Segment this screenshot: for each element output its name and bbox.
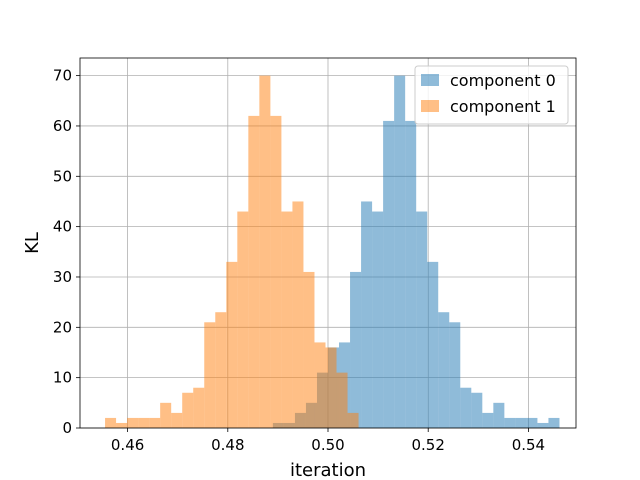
histogram-bar: [138, 417, 150, 428]
x-tick-label: 0.46: [111, 436, 144, 454]
y-tick-label: 10: [53, 369, 72, 387]
histogram-bar: [405, 120, 417, 428]
histogram-bar: [493, 402, 505, 428]
legend-swatch: [421, 74, 439, 86]
histogram-bar: [438, 312, 450, 428]
histogram-bar: [350, 271, 362, 428]
histogram-bar: [281, 211, 293, 428]
y-tick-label: 40: [53, 218, 72, 236]
histogram-bar: [526, 417, 538, 428]
histogram-bar: [336, 372, 348, 428]
histogram-bar: [471, 392, 483, 428]
histogram-bar: [204, 322, 216, 428]
histogram-bar: [226, 261, 238, 428]
y-tick-label: 30: [53, 268, 72, 286]
histogram-bar: [303, 271, 315, 428]
histogram-bar: [127, 417, 139, 428]
histogram-bar: [504, 417, 516, 428]
histogram-bar: [182, 392, 194, 428]
y-tick-label: 0: [62, 419, 72, 437]
legend: component 0 component 1: [414, 65, 569, 125]
legend-swatch: [421, 100, 439, 112]
histogram-bar: [149, 417, 161, 428]
histogram-bar: [427, 261, 439, 428]
histogram-bar: [383, 120, 395, 428]
histogram-bar: [537, 422, 549, 428]
histogram-bar: [515, 417, 527, 428]
histogram-bar: [160, 402, 172, 428]
y-tick-label: 50: [53, 167, 72, 185]
histogram-bar: [270, 115, 282, 428]
y-axis-title: KL: [22, 232, 43, 254]
histogram-bar: [347, 412, 359, 428]
histogram-bar: [171, 412, 183, 428]
legend-label: component 1: [450, 97, 556, 116]
x-axis-ticks: 0.46 0.48 0.50 0.52 0.54: [111, 428, 545, 454]
histogram-bar: [248, 115, 260, 428]
histogram-bars: [105, 75, 560, 428]
histogram-bar: [193, 387, 205, 428]
histogram-bar: [314, 342, 326, 428]
histogram-bar: [105, 417, 117, 428]
histogram-bar: [215, 312, 227, 428]
histogram-bar: [548, 417, 560, 428]
histogram-bar: [416, 211, 428, 428]
legend-box: [414, 65, 569, 125]
y-axis-ticks: 0 10 20 30 40 50 60 70: [53, 67, 80, 437]
x-tick-label: 0.52: [411, 436, 444, 454]
histogram-bar: [325, 347, 337, 428]
histogram-bar: [237, 211, 249, 428]
x-axis-title: iteration: [290, 460, 366, 480]
legend-label: component 0: [450, 71, 556, 90]
series-1-bars: [105, 75, 359, 428]
histogram-bar: [292, 201, 304, 428]
x-tick-label: 0.48: [211, 436, 244, 454]
histogram-bar: [361, 201, 373, 428]
histogram-bar: [372, 211, 384, 428]
y-tick-label: 20: [53, 318, 72, 336]
y-tick-label: 60: [53, 117, 72, 135]
x-tick-label: 0.54: [512, 436, 545, 454]
histogram-bar: [449, 322, 461, 428]
histogram-bar: [482, 412, 494, 428]
histogram-bar: [460, 387, 472, 428]
y-tick-label: 70: [53, 67, 72, 85]
x-tick-label: 0.50: [311, 436, 344, 454]
histogram-bar: [116, 422, 128, 428]
histogram-bar: [259, 75, 271, 428]
histogram-bar: [394, 75, 406, 428]
